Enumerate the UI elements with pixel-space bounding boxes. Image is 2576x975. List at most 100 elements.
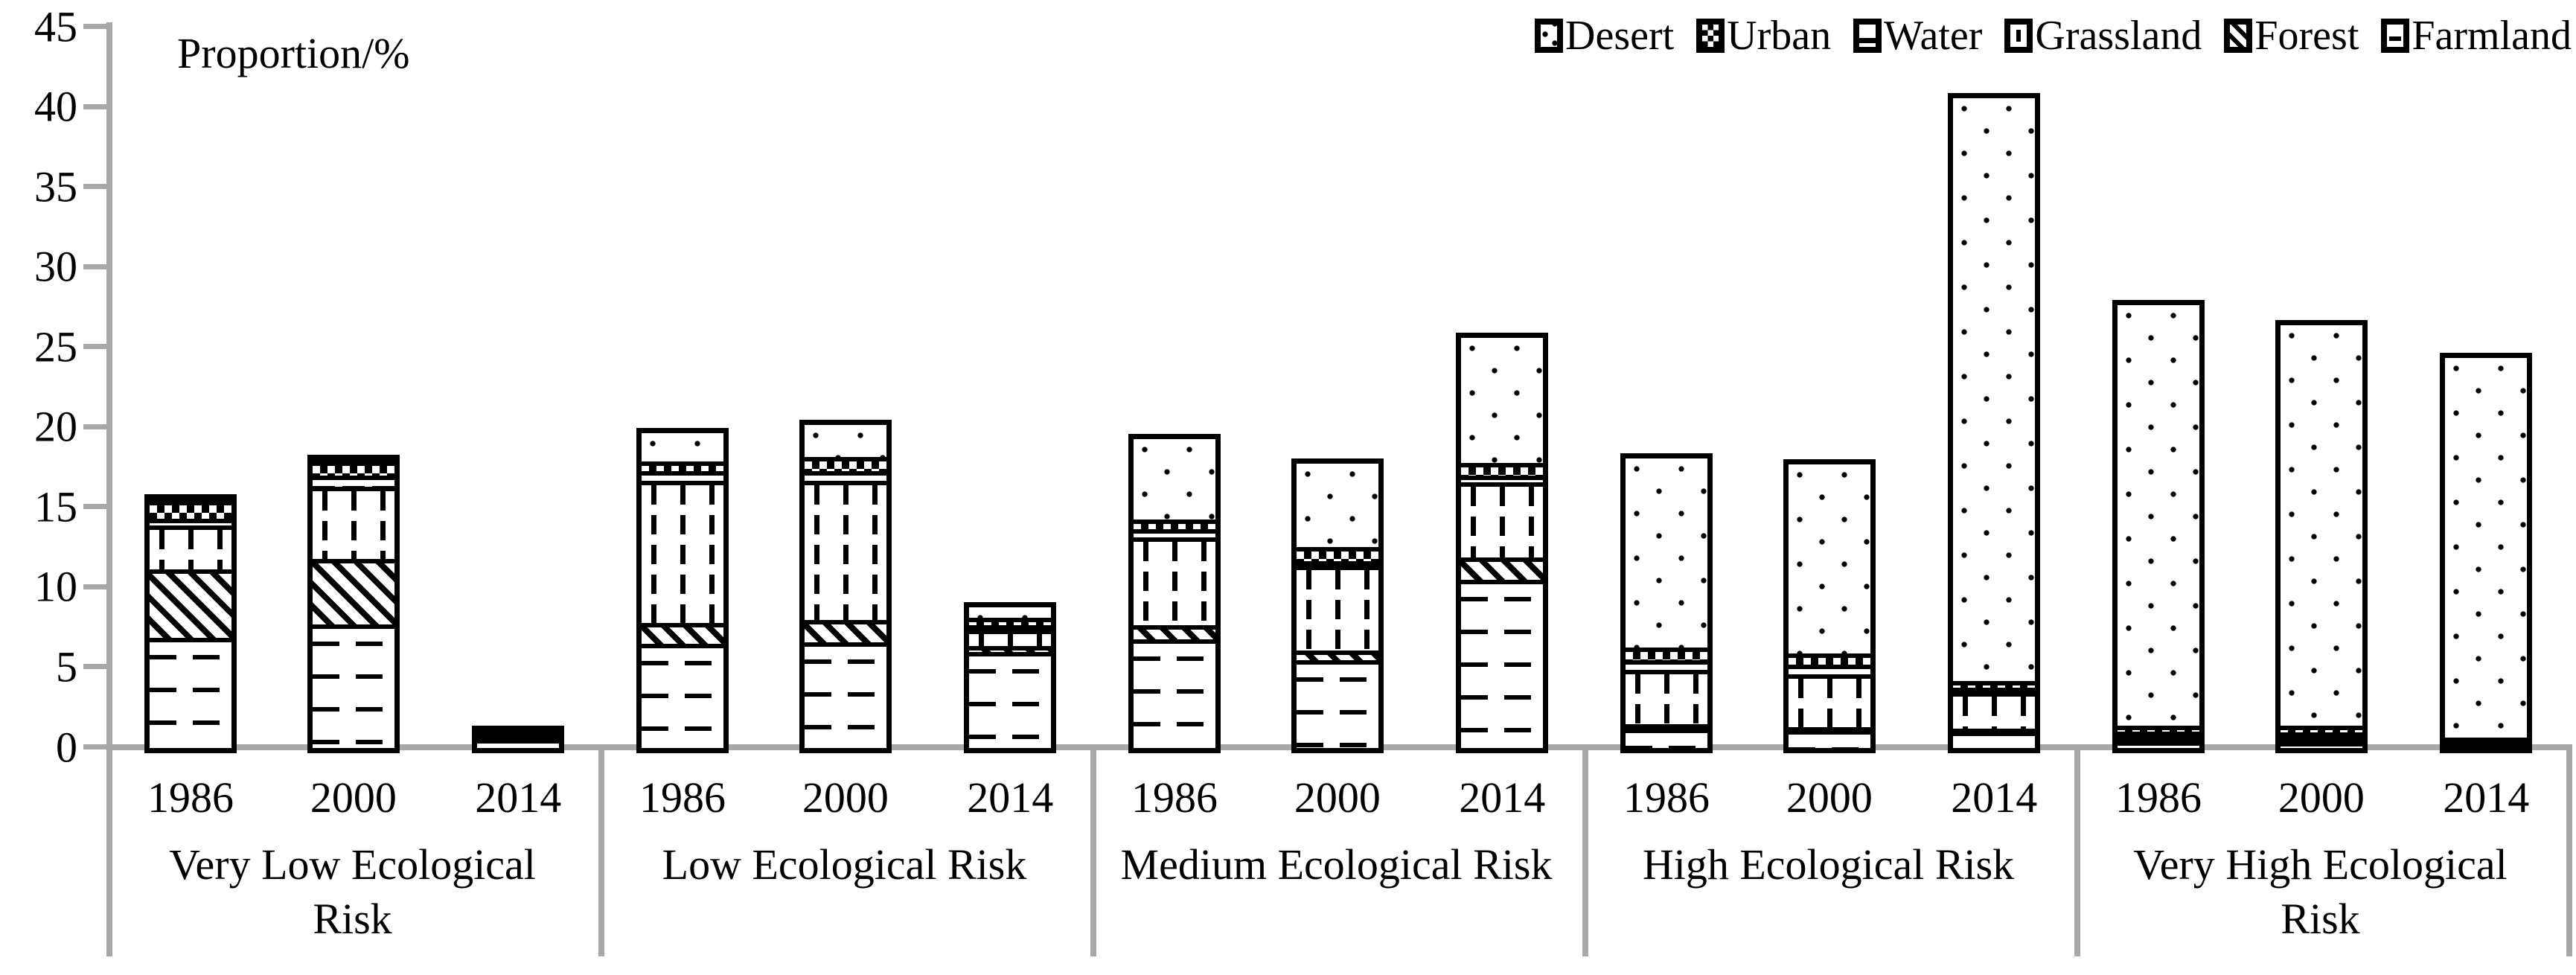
bar-segment-water (1461, 476, 1544, 482)
bar-segment-water (1296, 561, 1378, 566)
bar-segment-forest (1626, 724, 1708, 729)
bar-segment-farmland (2118, 741, 2200, 748)
y-tick (83, 263, 107, 269)
y-tick (83, 103, 107, 109)
bar-segment-urban (2445, 738, 2528, 740)
bar-segment-urban (150, 501, 232, 519)
year-label: 1986 (639, 773, 726, 822)
water-pattern-swatch-icon (1853, 19, 1882, 53)
bar-segment-forest (2118, 740, 2200, 741)
bar-segment-forest (1953, 729, 2036, 732)
y-tick (83, 184, 107, 190)
bar-segment-forest (2445, 743, 2528, 744)
bar-1986 (144, 494, 237, 753)
bar-segment-water (969, 625, 1052, 630)
year-label: 1986 (1623, 773, 1710, 822)
bar-segment-grassland (150, 525, 232, 569)
bar-segment-urban (1788, 653, 1870, 665)
forest-pattern-swatch-icon (2224, 19, 2253, 53)
group-label: Very High Ecological Risk (2133, 840, 2508, 943)
bar-segment-grassland (1461, 482, 1544, 557)
bar-segment-desert (2445, 358, 2528, 738)
y-tick-label: 40 (34, 82, 77, 131)
group-label: Low Ecological Risk (662, 840, 1027, 889)
bar-segment-urban (2280, 726, 2362, 732)
bar-segment-farmland (1296, 660, 1378, 748)
y-tick-label: 5 (56, 642, 77, 691)
bar-segment-farmland (1626, 729, 1708, 748)
legend-label: Water (1884, 13, 1983, 59)
bar-segment-water (642, 471, 724, 481)
bar-segment-desert (642, 433, 724, 461)
year-label: 1986 (2115, 773, 2202, 822)
bar-segment-urban (2118, 726, 2200, 732)
bar-segment-desert (1626, 458, 1708, 648)
farmland-pattern-swatch-icon (2381, 19, 2410, 53)
bar-segment-urban (312, 461, 394, 476)
group-label: Very Low Ecological Risk (169, 840, 536, 943)
year-label: 1986 (1131, 773, 1218, 822)
bar-2000 (1291, 458, 1384, 753)
bar-segment-forest (1788, 727, 1870, 730)
bar-segment-desert (477, 731, 560, 732)
bar-segment-desert (312, 460, 394, 461)
y-tick-label: 30 (34, 242, 77, 291)
legend-item-grassland: Grassland (2004, 12, 2202, 60)
bar-segment-farmland (804, 642, 886, 748)
bar-segment-forest (642, 623, 724, 644)
bar-segment-grassland (2280, 737, 2362, 741)
bar-segment-water (1953, 688, 2036, 692)
bar-1986 (1128, 434, 1221, 753)
bar-segment-desert (1296, 464, 1378, 547)
bar-segment-water (150, 519, 232, 525)
bar-segment-desert (804, 425, 886, 457)
year-label: 2000 (310, 773, 397, 822)
bar-segment-forest (150, 569, 232, 638)
axis-title: Proportion/% (177, 29, 410, 77)
bar-segment-forest (804, 620, 886, 642)
bar-2000 (307, 455, 400, 753)
bar-segment-forest (2280, 741, 2362, 742)
bar-segment-farmland (1953, 732, 2036, 748)
y-tick (83, 584, 107, 589)
bar-segment-farmland (1461, 580, 1544, 748)
legend: Desert Urban Water Grassland Forest Farmland (1535, 12, 2572, 60)
group-separator (1090, 750, 1096, 956)
bar-segment-water (804, 471, 886, 481)
bar-segment-desert (1461, 338, 1544, 463)
group-label: High Ecological Risk (1642, 840, 2015, 889)
bar-segment-farmland (2280, 742, 2362, 748)
bar-2014 (964, 602, 1057, 753)
year-label: 2014 (2443, 773, 2530, 822)
y-tick-label: 15 (34, 482, 77, 531)
bar-segment-forest (312, 559, 394, 624)
bar-segment-grassland (969, 630, 1052, 646)
y-tick-label: 35 (34, 162, 77, 211)
bar-segment-urban (804, 457, 886, 471)
year-label: 2014 (1951, 773, 2038, 822)
bar-segment-forest (1296, 650, 1378, 660)
grassland-pattern-swatch-icon (2004, 19, 2033, 53)
bar-segment-desert (1788, 464, 1870, 653)
bar-segment-water (2445, 740, 2528, 741)
bar-segment-grassland (2118, 735, 2200, 740)
bar-2000 (2275, 320, 2368, 753)
y-tick-label: 20 (34, 402, 77, 451)
bar-2014 (1948, 93, 2041, 753)
group-separator (1582, 750, 1588, 956)
bar-segment-grassland (312, 487, 394, 559)
y-tick (83, 344, 107, 350)
bar-2014 (2440, 353, 2533, 753)
bar-segment-urban (1461, 463, 1544, 476)
bar-segment-urban (1296, 547, 1378, 561)
bar-segment-desert (1953, 98, 2036, 681)
bar-segment-farmland (1134, 639, 1216, 748)
bar-segment-grassland (1788, 674, 1870, 727)
legend-label: Urban (1727, 13, 1832, 59)
bar-segment-desert (150, 499, 232, 501)
bar-segment-farmland (642, 644, 724, 748)
bar-2000 (799, 420, 892, 753)
desert-pattern-swatch-icon (1535, 19, 1564, 53)
bar-segment-urban (477, 732, 560, 735)
year-label: 2014 (967, 773, 1054, 822)
